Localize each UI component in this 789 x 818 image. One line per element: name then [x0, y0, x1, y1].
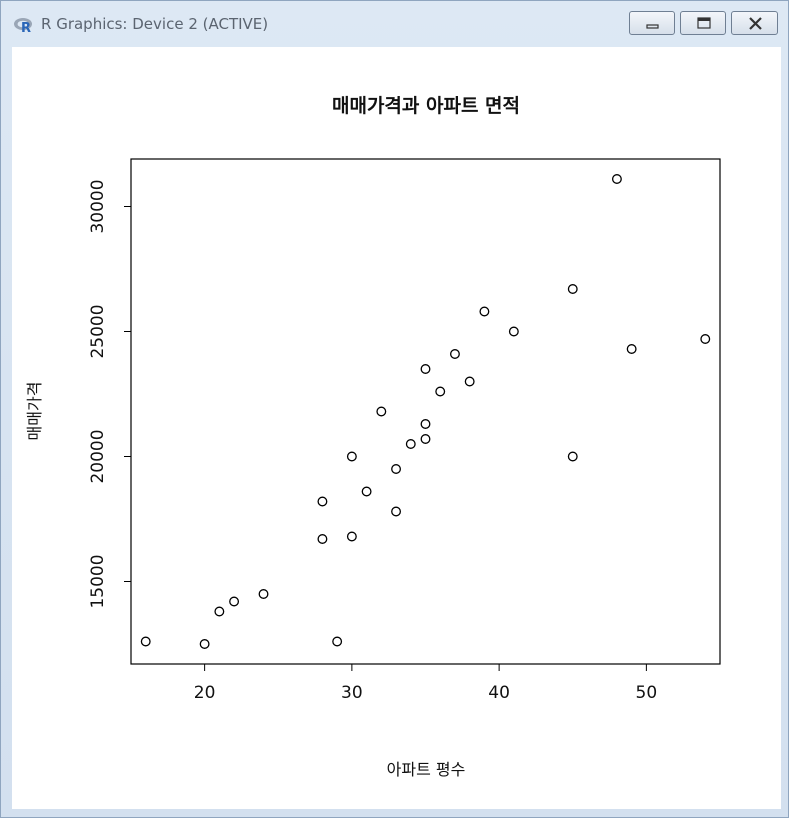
window-title: R Graphics: Device 2 (ACTIVE) — [41, 15, 269, 33]
maximize-icon — [697, 17, 711, 29]
data-point — [199, 639, 210, 649]
y-tick-label: 20000 — [88, 429, 108, 483]
close-button[interactable] — [731, 11, 778, 35]
data-point — [214, 606, 225, 617]
data-point — [346, 531, 357, 542]
close-icon — [749, 17, 762, 30]
svg-text:R: R — [21, 21, 31, 34]
y-tick-label: 15000 — [88, 554, 108, 608]
data-point — [405, 439, 416, 449]
data-point — [391, 506, 402, 517]
data-point — [508, 326, 519, 337]
r-logo-icon: R — [14, 18, 32, 34]
data-points — [140, 174, 711, 649]
y-tick-label: 30000 — [88, 179, 108, 233]
plot-frame — [130, 158, 721, 665]
axes: 20 30 40 50 15000 20000 25000 30000 — [88, 179, 657, 703]
data-point — [258, 589, 269, 599]
x-axis-label: 아파트 평수 — [387, 760, 466, 779]
data-point — [464, 376, 475, 387]
x-tick-label: 20 — [194, 683, 216, 703]
data-point — [450, 349, 460, 359]
x-tick-label: 30 — [341, 683, 363, 703]
data-point — [346, 451, 357, 462]
data-point — [420, 434, 431, 444]
data-point — [361, 486, 372, 497]
y-tick-label: 25000 — [88, 304, 108, 358]
scatter-plot: 매매가격과 아파트 면적 아파트 평수 매매가격 20 30 40 501500020… — [25, 95, 721, 779]
x-tick-label: 40 — [488, 683, 510, 703]
x-tick-label: 50 — [636, 683, 658, 703]
data-point — [479, 306, 490, 317]
data-point — [567, 451, 578, 462]
data-point — [317, 534, 328, 544]
title-bar[interactable]: R R Graphics: Device 2 (ACTIVE) — [1, 1, 789, 47]
data-point — [420, 364, 431, 374]
data-point — [700, 334, 711, 344]
data-point — [229, 596, 240, 607]
data-point — [391, 464, 402, 474]
minimize-button[interactable] — [629, 11, 675, 35]
data-point — [332, 636, 343, 647]
data-point — [626, 344, 637, 354]
data-point — [567, 284, 578, 294]
data-point — [376, 406, 387, 417]
minimize-icon — [646, 24, 659, 29]
chart-title: 매매가격과 아파트 면적 — [332, 95, 520, 117]
data-point — [435, 386, 446, 397]
maximize-button[interactable] — [680, 11, 726, 35]
y-axis-label: 매매가격 — [25, 382, 44, 441]
data-point — [317, 496, 328, 507]
data-point — [611, 174, 622, 184]
graphics-device-canvas: 매매가격과 아파트 면적 아파트 평수 매매가격 20 30 40 50 15000 20… — [12, 47, 781, 809]
data-point — [140, 636, 151, 647]
data-point — [420, 419, 431, 429]
